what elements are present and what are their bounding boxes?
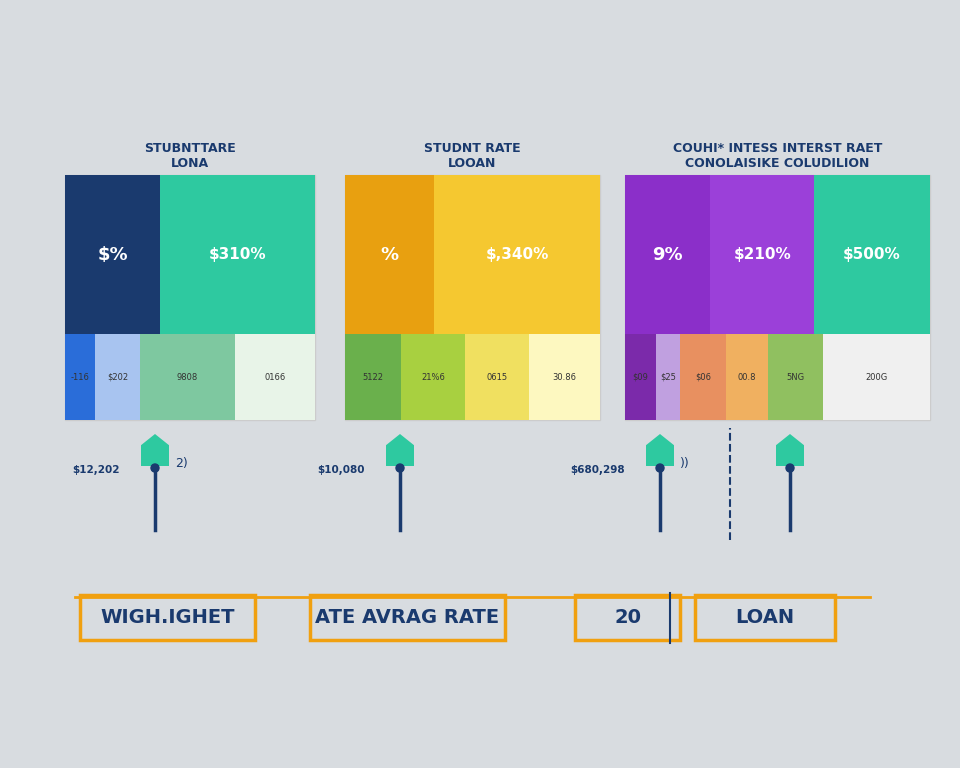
Text: 9%: 9% [653, 246, 683, 263]
Text: $12,202: $12,202 [73, 465, 120, 475]
Circle shape [151, 464, 159, 472]
Bar [680, 334, 726, 420]
Polygon shape [776, 434, 804, 466]
Text: WIGH.IGHET: WIGH.IGHET [100, 608, 235, 627]
Text: $25: $25 [660, 372, 676, 382]
Text: ATE AVRAG RATE: ATE AVRAG RATE [316, 608, 499, 627]
Polygon shape [646, 434, 674, 466]
Text: STUDNT RATE
LOOAN: STUDNT RATE LOOAN [424, 142, 521, 170]
Text: $210%: $210% [733, 247, 791, 262]
Text: 0166: 0166 [264, 372, 286, 382]
Bar [95, 334, 140, 420]
Text: $310%: $310% [208, 247, 266, 262]
Bar [710, 175, 814, 334]
Bar [575, 595, 680, 640]
Text: $500%: $500% [843, 247, 900, 262]
Bar [695, 595, 835, 640]
Bar [465, 334, 529, 420]
Polygon shape [386, 434, 414, 466]
Bar [140, 334, 235, 420]
Bar [768, 334, 824, 420]
Bar [625, 334, 656, 420]
Text: 200G: 200G [866, 372, 888, 382]
Bar [824, 334, 930, 420]
Text: $680,298: $680,298 [570, 465, 625, 475]
Text: 0615: 0615 [486, 372, 507, 382]
Bar [310, 595, 505, 640]
Text: 30.86: 30.86 [552, 372, 576, 382]
Bar [656, 334, 680, 420]
Text: %: % [380, 246, 398, 263]
Bar [434, 175, 600, 334]
Text: 9808: 9808 [177, 372, 198, 382]
Text: LOAN: LOAN [735, 608, 795, 627]
Text: $%: $% [97, 246, 128, 263]
Bar [65, 175, 315, 420]
Text: $09: $09 [633, 372, 648, 382]
Text: 20: 20 [614, 608, 641, 627]
Text: -116: -116 [71, 372, 89, 382]
Text: 2): 2) [175, 456, 188, 469]
Text: $06: $06 [695, 372, 710, 382]
Text: COUHI* INTESS INTERST RAET
CONOLAISIKE COLUDILION: COUHI* INTESS INTERST RAET CONOLAISIKE C… [673, 142, 882, 170]
Bar [235, 334, 315, 420]
Circle shape [396, 464, 404, 472]
Bar [625, 175, 710, 334]
Bar [160, 175, 315, 334]
Bar [65, 334, 95, 420]
Text: 5NG: 5NG [787, 372, 804, 382]
Bar [80, 595, 255, 640]
Text: $10,080: $10,080 [318, 465, 365, 475]
Text: $,340%: $,340% [486, 247, 549, 262]
Bar [726, 334, 768, 420]
Bar [345, 175, 434, 334]
Text: 21%6: 21%6 [421, 372, 444, 382]
Text: )): )) [680, 456, 689, 469]
Bar [401, 334, 465, 420]
Polygon shape [141, 434, 169, 466]
Text: 00.8: 00.8 [737, 372, 756, 382]
Bar [65, 175, 160, 334]
Circle shape [786, 464, 794, 472]
Bar [814, 175, 930, 334]
Bar [625, 175, 930, 420]
Text: STUBNTTARE
LONA: STUBNTTARE LONA [144, 142, 236, 170]
Bar [345, 334, 401, 420]
Text: $202: $202 [107, 372, 128, 382]
Bar [529, 334, 600, 420]
Bar [345, 175, 600, 420]
Text: 5122: 5122 [363, 372, 384, 382]
Circle shape [656, 464, 664, 472]
